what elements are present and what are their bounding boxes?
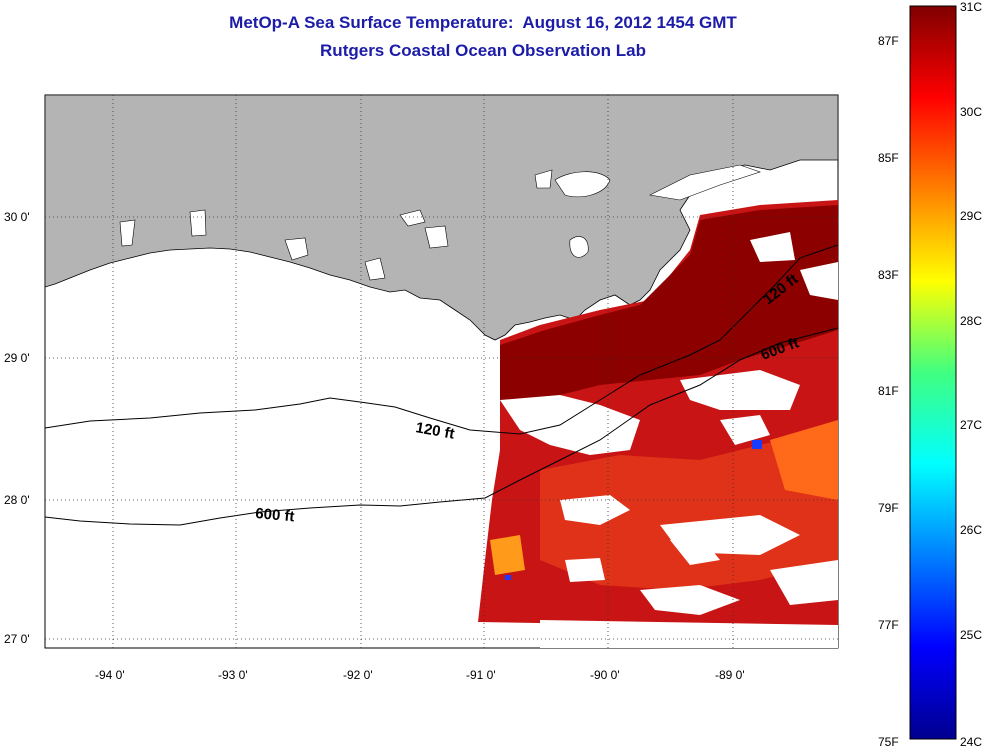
cloud-mask [750,232,795,262]
colorbar-celsius-label: 31C [960,0,982,14]
colorbar-celsius-label: 25C [960,628,982,642]
lat-tick-label: 27 0' [4,632,30,646]
cloud-mask [640,585,740,615]
cloud-mask [680,370,800,410]
lake [189,209,207,237]
colorbar-fahrenheit-label: 81F [878,384,899,398]
lake [554,171,611,198]
cloud-mask [500,395,640,455]
cloud-mask [560,495,630,525]
lake [399,209,426,227]
colorbar-celsius-label: 28C [960,314,982,328]
lake [534,169,553,189]
map-title: MetOp-A Sea Surface Temperature: August … [229,13,737,32]
cloud-mask [670,535,720,565]
lake [649,164,761,201]
lon-tick-label: -92 0' [343,668,373,682]
cloud-mask [565,558,605,582]
contour-120ft [45,244,838,435]
lon-tick-label: -94 0' [95,668,125,682]
land-mass [45,95,838,341]
lonlat-grid [45,95,838,648]
colorbar-fahrenheit-label: 87F [878,34,899,48]
sst-cool-patch [490,535,525,575]
colorbar [909,5,957,740]
lon-tick-label: -89 0' [715,668,745,682]
cloud-mask [800,262,838,300]
colorbar-fahrenheit-label: 75F [878,735,899,749]
cloud-mask [720,415,770,445]
colorbar-celsius-label: 24C [960,735,982,749]
lake [364,257,386,281]
cloud-mask [540,620,838,648]
lon-tick-label: -90 0' [590,668,620,682]
contour-label: 600 ft [255,505,296,525]
colorbar-fahrenheit-label: 79F [878,501,899,515]
lat-tick-label: 29 0' [4,351,30,365]
colorbar-celsius-label: 30C [960,105,982,119]
lon-tick-label: -91 0' [466,668,496,682]
colorbar-fahrenheit-label: 85F [878,151,899,165]
lon-tick-label: -93 0' [218,668,248,682]
sst-orange-patch [770,420,838,500]
sst-cold-pixel [505,575,511,580]
lake [569,236,589,258]
contour-label: 120 ft [414,419,456,443]
colorbar-fahrenheit-label: 83F [878,268,899,282]
colorbar-celsius-label: 27C [960,418,982,432]
colorbar-celsius-label: 26C [960,523,982,537]
lat-tick-label: 28 0' [4,493,30,507]
sst-hot-region [500,205,838,400]
lake [424,225,449,249]
map-subtitle: Rutgers Coastal Ocean Observation Lab [320,41,646,60]
lake [284,237,309,261]
contour-600ft [45,327,838,526]
cloud-mask [770,560,838,605]
colorbar-celsius-label: 29C [960,209,982,223]
colorbar-fahrenheit-label: 77F [878,618,899,632]
lat-tick-label: 30 0' [4,210,30,224]
lake [119,219,136,247]
sst-cold-pixel [752,440,762,449]
